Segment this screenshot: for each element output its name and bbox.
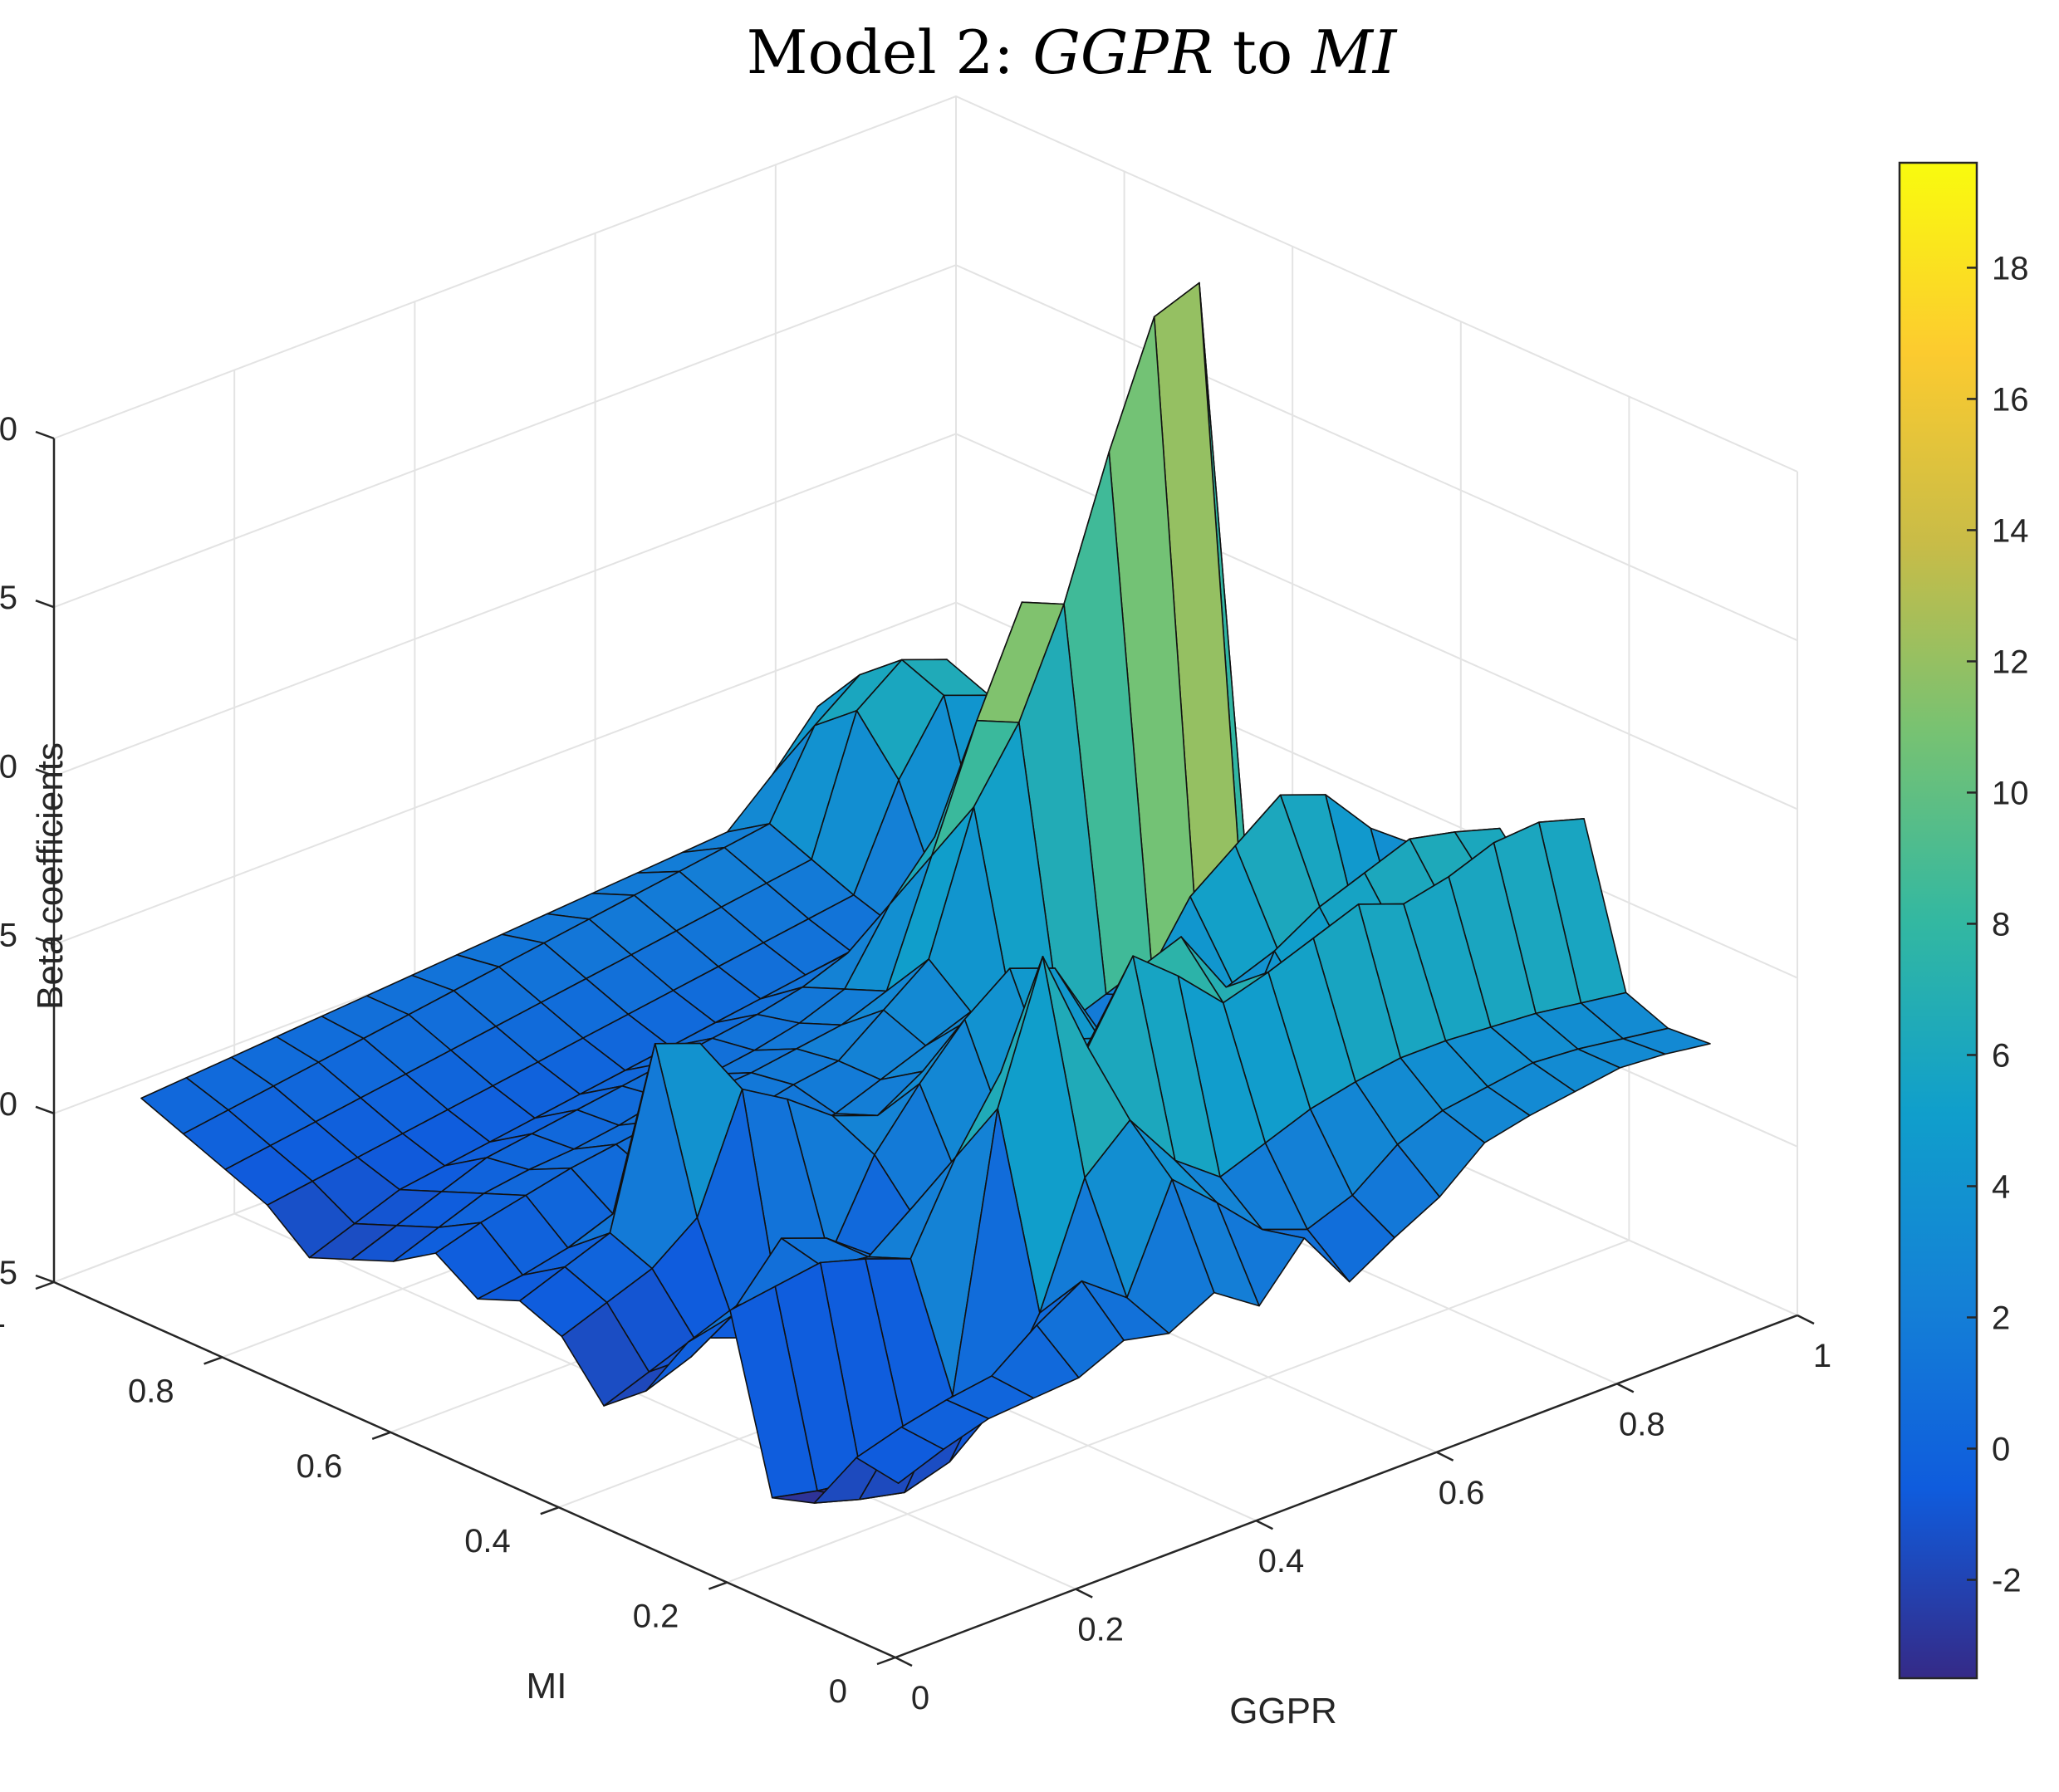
colorbar-tick-label: 12: [1992, 644, 2029, 680]
colorbar-tick-label: 14: [1992, 512, 2029, 549]
y-tick-mark: [540, 1506, 560, 1515]
z-tick-mark: [35, 937, 55, 946]
colorbar-tick-label: 6: [1992, 1037, 2010, 1074]
z-tick-mark: [35, 1105, 55, 1114]
y-tick-label: 0.4: [464, 1523, 511, 1559]
colorbar-tick-label: 8: [1992, 906, 2010, 943]
y-tick-label: 0: [829, 1673, 847, 1710]
z-tick-label: 0: [0, 1086, 17, 1123]
z-tick-mark: [35, 600, 55, 609]
surface-mesh: [140, 282, 1711, 1504]
y-tick-label: 0.2: [633, 1599, 679, 1635]
grid-line-z: [53, 264, 1798, 642]
colorbar-ticks: -2 0 2 4 6 8 10 12 14 16 18: [1967, 250, 2029, 1599]
x-tick-mark: [1075, 1588, 1093, 1599]
y-tick-mark: [371, 1431, 391, 1440]
colorbar-tick-label: 16: [1992, 381, 2029, 418]
colorbar-tick-label: 0: [1992, 1431, 2010, 1467]
colorbar-tick-label: -2: [1992, 1562, 2022, 1599]
y-axis-label: MI: [527, 1666, 567, 1706]
colorbar-tick-label: 4: [1992, 1168, 2010, 1205]
z-tick-label: 20: [0, 411, 17, 448]
y-tick-mark: [708, 1581, 728, 1590]
x-tick-label: 1: [1813, 1338, 1831, 1374]
colorbar-tick-label: 2: [1992, 1300, 2010, 1336]
z-tick-mark: [35, 768, 55, 777]
title-part: Model 2:: [747, 17, 1033, 87]
chart-title: Model 2: GGPR to MI: [747, 17, 1398, 87]
x-tick-label: 0.4: [1258, 1543, 1305, 1579]
grid-line-z: [53, 433, 1798, 810]
y-axis-ticks: 0 0.2 0.4 0.6 0.8 1: [0, 1280, 896, 1710]
x-tick-mark: [895, 1656, 913, 1667]
colorbar-tick-label: 10: [1992, 775, 2029, 811]
grid-line-z: [53, 95, 1798, 472]
z-tick-mark: [35, 430, 55, 440]
x-tick-label: 0.6: [1439, 1475, 1485, 1511]
colorbar-frame: [1898, 161, 1978, 1680]
z-tick-mark: [35, 1274, 55, 1284]
z-tick-label: 15: [0, 580, 17, 616]
x-tick-mark: [1797, 1314, 1815, 1325]
y-tick-label: 0.8: [128, 1373, 174, 1409]
z-tick-label: -5: [0, 1255, 17, 1291]
title-part: to: [1213, 17, 1311, 87]
y-tick-mark: [35, 1280, 55, 1290]
x-axis-label: GGPR: [1229, 1691, 1337, 1731]
title-part: GGPR: [1032, 17, 1213, 87]
x-axis-ticks: 0 0.2 0.4 0.6 0.8 1: [895, 1314, 1831, 1716]
colorbar: -2 0 2 4 6 8 10 12 14 16 18: [1898, 161, 2029, 1680]
colorbar-tick-label: 18: [1992, 250, 2029, 286]
y-tick-label: 1: [0, 1298, 6, 1334]
y-tick-mark: [876, 1656, 896, 1666]
x-tick-mark: [1255, 1520, 1273, 1530]
title-part: MI: [1310, 17, 1398, 87]
x-tick-label: 0: [911, 1680, 929, 1716]
x-tick-label: 0.2: [1077, 1612, 1124, 1648]
z-tick-label: 10: [0, 748, 17, 785]
y-tick-label: 0.6: [297, 1448, 343, 1485]
z-axis-label: Beta coefficients: [30, 742, 71, 1010]
z-tick-label: 5: [0, 918, 17, 954]
colorbar-gradient: [1900, 163, 1977, 1678]
surface-face: [855, 1426, 944, 1484]
x-tick-label: 0.8: [1619, 1406, 1665, 1442]
x-tick-mark: [1436, 1451, 1454, 1462]
x-tick-mark: [1616, 1383, 1635, 1393]
z-axis-ticks: -5 0 5 10 15 20: [0, 411, 55, 1291]
y-tick-mark: [203, 1356, 223, 1365]
